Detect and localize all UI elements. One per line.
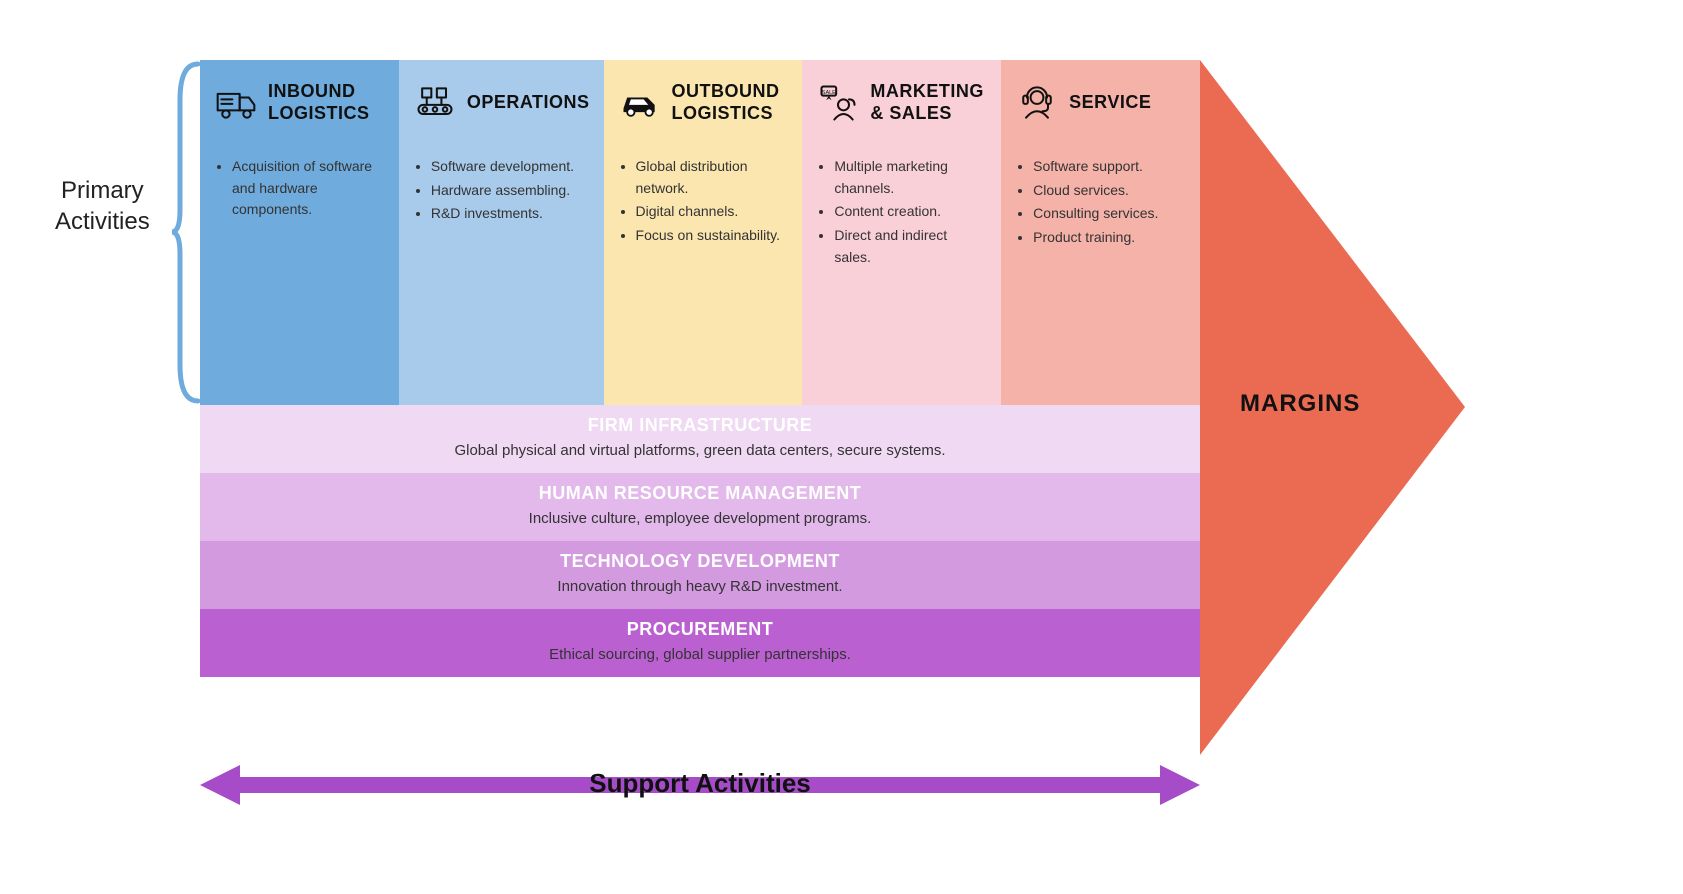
primary-label-line2: Activities xyxy=(55,208,150,235)
primary-col-items: Acquisition of software and hardware com… xyxy=(214,156,385,223)
primary-item: Consulting services. xyxy=(1033,203,1186,225)
truck-icon xyxy=(214,81,258,125)
service-icon xyxy=(1015,81,1059,125)
support-row-0: FIRM INFRASTRUCTURE Global physical and … xyxy=(200,405,1200,473)
conveyor-icon xyxy=(413,81,457,125)
primary-col-header: OPERATIONS xyxy=(413,72,590,134)
support-activities-block: FIRM INFRASTRUCTURE Global physical and … xyxy=(200,405,1200,677)
support-row-title: FIRM INFRASTRUCTURE xyxy=(200,415,1200,436)
primary-item: Software development. xyxy=(431,156,590,178)
primary-item: Multiple marketing channels. xyxy=(834,156,987,199)
primary-col-2: OUTBOUND LOGISTICS Global distribution n… xyxy=(604,60,803,405)
support-row-desc: Innovation through heavy R&D investment. xyxy=(200,578,1200,595)
primary-col-title: SERVICE xyxy=(1069,92,1151,114)
primary-col-items: Software support.Cloud services.Consulti… xyxy=(1015,156,1186,251)
support-row-2: TECHNOLOGY DEVELOPMENT Innovation throug… xyxy=(200,541,1200,609)
primary-col-header: OUTBOUND LOGISTICS xyxy=(618,72,789,134)
primary-item: Hardware assembling. xyxy=(431,180,590,202)
primary-col-items: Multiple marketing channels.Content crea… xyxy=(816,156,987,270)
primary-col-title: INBOUND LOGISTICS xyxy=(268,81,385,124)
primary-activities-label: Primary Activities xyxy=(55,175,150,237)
car-icon xyxy=(618,81,662,125)
primary-item: Product training. xyxy=(1033,227,1186,249)
primary-col-0: INBOUND LOGISTICS Acquisition of softwar… xyxy=(200,60,399,405)
support-activities-arrow: Support Activities xyxy=(200,760,1200,820)
svg-text:SALE: SALE xyxy=(822,90,836,96)
primary-bracket xyxy=(170,60,200,405)
support-row-desc: Ethical sourcing, global supplier partne… xyxy=(200,646,1200,663)
primary-col-title: OPERATIONS xyxy=(467,92,590,114)
primary-item: Software support. xyxy=(1033,156,1186,178)
support-row-desc: Global physical and virtual platforms, g… xyxy=(200,442,1200,459)
primary-item: Global distribution network. xyxy=(636,156,789,199)
primary-col-1: OPERATIONS Software development.Hardware… xyxy=(399,60,604,405)
primary-item: Cloud services. xyxy=(1033,180,1186,202)
support-row-desc: Inclusive culture, employee development … xyxy=(200,510,1200,527)
primary-col-4: SERVICE Software support.Cloud services.… xyxy=(1001,60,1200,405)
primary-col-title: MARKETING & SALES xyxy=(870,81,987,124)
support-row-1: HUMAN RESOURCE MANAGEMENT Inclusive cult… xyxy=(200,473,1200,541)
primary-item: Digital channels. xyxy=(636,201,789,223)
primary-item: Content creation. xyxy=(834,201,987,223)
support-row-3: PROCUREMENT Ethical sourcing, global sup… xyxy=(200,609,1200,677)
support-row-title: HUMAN RESOURCE MANAGEMENT xyxy=(200,483,1200,504)
primary-col-3: SALE MARKETING & SALES Multiple marketin… xyxy=(802,60,1001,405)
support-activities-label: Support Activities xyxy=(200,768,1200,799)
primary-col-items: Software development.Hardware assembling… xyxy=(413,156,590,227)
support-row-title: PROCUREMENT xyxy=(200,619,1200,640)
primary-item: Acquisition of software and hardware com… xyxy=(232,156,385,221)
support-row-title: TECHNOLOGY DEVELOPMENT xyxy=(200,551,1200,572)
primary-label-line1: Primary xyxy=(61,177,144,204)
primary-col-items: Global distribution network.Digital chan… xyxy=(618,156,789,249)
primary-col-title: OUTBOUND LOGISTICS xyxy=(672,81,789,124)
primary-col-header: INBOUND LOGISTICS xyxy=(214,72,385,134)
primary-col-header: SERVICE xyxy=(1015,72,1186,134)
value-chain-diagram: INBOUND LOGISTICS Acquisition of softwar… xyxy=(200,60,1600,677)
primary-col-header: SALE MARKETING & SALES xyxy=(816,72,987,134)
primary-item: R&D investments. xyxy=(431,203,590,225)
primary-item: Direct and indirect sales. xyxy=(834,225,987,268)
marketing-icon: SALE xyxy=(816,81,860,125)
primary-item: Focus on sustainability. xyxy=(636,225,789,247)
primary-activities-row: INBOUND LOGISTICS Acquisition of softwar… xyxy=(200,60,1200,405)
